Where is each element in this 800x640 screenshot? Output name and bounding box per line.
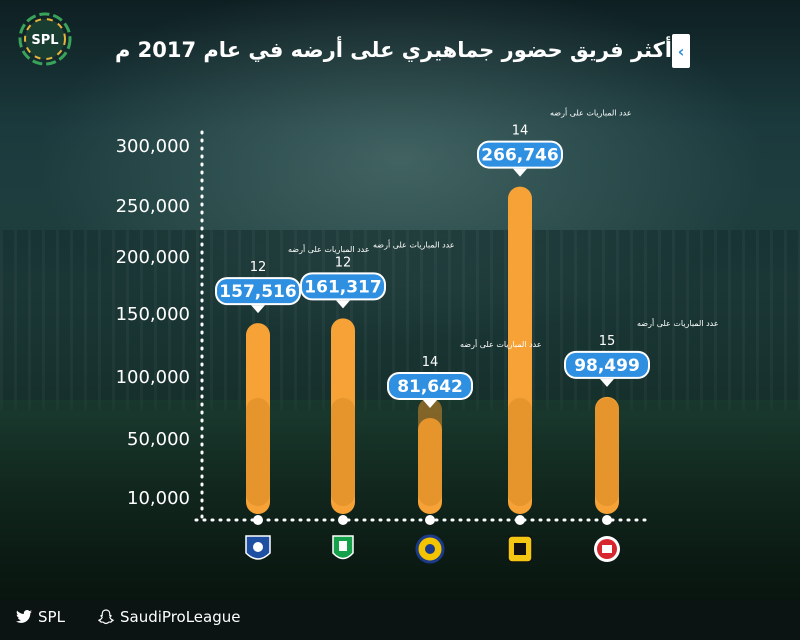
footer-bar	[0, 600, 800, 640]
al-ahli-logo-icon	[332, 535, 354, 560]
team-logos-group	[245, 534, 620, 564]
y-tick-label: 10,000	[127, 488, 190, 509]
value-bubble	[479, 142, 561, 167]
matches-count: 14	[512, 124, 529, 139]
y-axis: 10,000 50,000 100,000 150,000 200,000 250,000…	[116, 130, 204, 522]
matches-caption: عدد المباريات على أرضه	[373, 239, 455, 249]
al-nassr-logo-icon	[415, 534, 445, 564]
bar-1	[246, 323, 270, 514]
attendance-bar-chart: 10,000 50,000 100,000 150,000 200,000 250,000…	[116, 108, 719, 564]
matches-caption: عدد المباريات على أرضه	[288, 244, 370, 254]
title-badge: ‹	[672, 34, 690, 68]
data-label: 161,317	[304, 277, 381, 297]
category-marker	[253, 515, 263, 525]
value-bubble-pointer	[251, 305, 265, 314]
footer-twitter[interactable]: SPL	[16, 608, 65, 626]
data-label: 157,516	[219, 282, 296, 302]
value-bubble-pointer	[336, 300, 350, 309]
matches-caption: عدد المباريات على أرضه	[460, 339, 542, 349]
snapchat-icon	[98, 609, 114, 625]
bar-3	[418, 398, 442, 514]
category-marker	[338, 515, 348, 525]
x-axis-baseline	[194, 515, 650, 525]
value-bubble-pointer	[600, 378, 614, 387]
value-bubble-pointer	[423, 399, 437, 408]
al-ittihad-logo-icon	[507, 535, 533, 563]
matches-count: 12	[250, 260, 267, 275]
data-label: 266,746	[481, 146, 558, 166]
chart-title: أكثر فريق حضور جماهيري على أرضه في عام 2…	[114, 38, 672, 62]
value-bubble	[389, 373, 471, 398]
bar-shade	[595, 398, 619, 506]
spl-logo-text: SPL	[31, 33, 58, 48]
snapchat-handle: SaudiProLeague	[120, 608, 241, 626]
matches-count: 14	[422, 355, 439, 370]
twitter-handle: SPL	[38, 608, 65, 626]
spl-logo: SPL	[18, 12, 72, 66]
y-tick-label: 250,000	[116, 196, 190, 217]
matches-count: 15	[599, 334, 616, 349]
value-callout-4: 266,746 14 عدد المباريات على أرضه	[477, 108, 632, 177]
bar-4	[508, 186, 532, 514]
bar-2	[331, 318, 355, 514]
footer-snapchat[interactable]: SaudiProLeague	[98, 608, 240, 626]
bar-5	[595, 396, 619, 514]
stadium-pitch-background	[0, 400, 800, 600]
title-container: أكثر فريق حضور جماهيري على أرضه في عام 2…	[115, 34, 672, 66]
category-marker	[515, 515, 525, 525]
category-marker	[425, 515, 435, 525]
al-hilal-logo-icon	[245, 535, 271, 560]
twitter-icon	[16, 610, 32, 623]
data-label: 81,642	[397, 377, 463, 397]
chevron-left-icon: ‹	[677, 41, 685, 61]
al-raed-logo-icon	[594, 536, 620, 562]
value-bubble	[566, 352, 648, 377]
y-tick-label: 300,000	[116, 136, 190, 157]
value-bubble-pointer	[513, 168, 527, 177]
matches-count: 12	[335, 255, 352, 270]
value-bubble	[217, 279, 299, 304]
y-tick-label: 200,000	[116, 247, 190, 268]
value-callout-3: 81,642 14 عدد المباريات على أرضه	[387, 339, 542, 408]
y-tick-label: 150,000	[116, 304, 190, 325]
y-tick-label: 50,000	[127, 429, 190, 450]
value-callout-5: 98,499 15 عدد المباريات على أرضه	[564, 318, 719, 387]
matches-caption: عدد المباريات على أرضه	[550, 108, 632, 118]
bar-shade	[418, 398, 442, 506]
bars-group	[246, 186, 619, 514]
value-callout-2: 161,317 12 عدد المباريات على أرضه	[300, 239, 455, 309]
bar-shade	[246, 398, 270, 506]
matches-caption: عدد المباريات على أرضه	[637, 318, 719, 328]
category-marker	[602, 515, 612, 525]
value-bubble	[302, 274, 384, 299]
bar-shade	[331, 398, 355, 506]
y-tick-label: 100,000	[116, 367, 190, 388]
data-label: 98,499	[574, 356, 640, 376]
bar-shade	[508, 398, 532, 506]
